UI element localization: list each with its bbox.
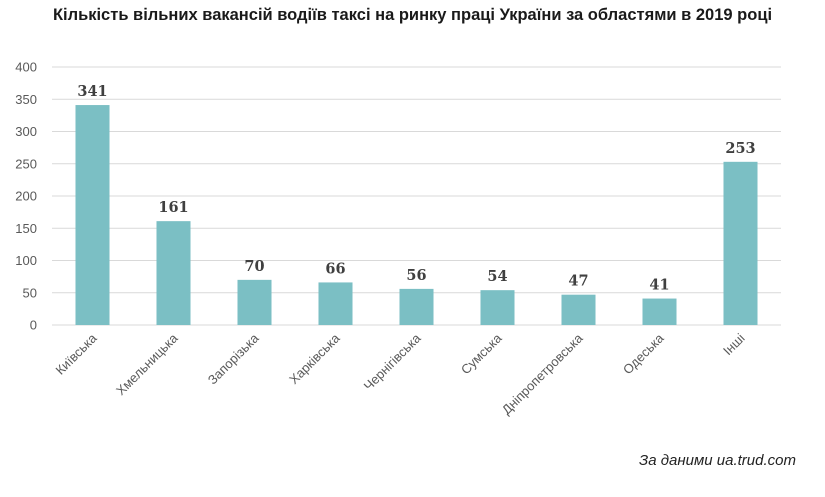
data-label: 41: [649, 277, 669, 294]
category-label: Чернігівська: [361, 330, 425, 394]
bars: [75, 105, 758, 326]
bar: [642, 298, 677, 325]
data-label: 66: [325, 260, 345, 277]
category-label: Інші: [720, 330, 748, 358]
chart-title: Кількість вільних вакансій водіїв таксі …: [52, 6, 773, 24]
y-tick-label: 250: [15, 156, 37, 171]
y-tick-label: 350: [15, 92, 37, 107]
category-label: Хмельницька: [113, 330, 181, 398]
y-tick-label: 150: [15, 221, 37, 236]
data-labels: 341 161 70 66 56 54 47 41 253: [77, 83, 755, 294]
category-label: Запорізька: [205, 330, 262, 387]
bar: [723, 161, 758, 325]
y-tick-label: 400: [15, 60, 37, 75]
y-tick-label: 50: [23, 285, 37, 300]
data-label: 161: [158, 199, 188, 216]
category-label: Одеська: [620, 330, 667, 377]
data-label: 253: [725, 140, 755, 157]
y-tick-label: 200: [15, 189, 37, 204]
bar: [318, 282, 353, 325]
y-tick-label: 0: [30, 318, 37, 333]
data-label: 54: [487, 268, 507, 285]
data-label: 56: [406, 267, 426, 284]
bar: [561, 294, 596, 325]
data-label: 47: [568, 273, 588, 290]
category-label: Харківська: [286, 330, 343, 387]
source-note: За даними ua.trud.com: [639, 452, 796, 469]
bar: [237, 279, 272, 325]
data-label: 70: [244, 258, 264, 275]
category-label: Київська: [52, 330, 100, 378]
category-label: Сумська: [458, 330, 505, 377]
bar: [156, 221, 191, 325]
y-axis-ticks: 0 50 100 150 200 250 300 350 400: [15, 60, 37, 333]
bar: [75, 105, 110, 326]
x-axis-categories: Київська Хмельницька Запорізька Харківська Ч…: [52, 330, 747, 417]
bar: [480, 290, 515, 325]
y-tick-label: 300: [15, 124, 37, 139]
bar: [399, 288, 434, 325]
data-label: 341: [77, 83, 107, 100]
category-label: Дніпропетровська: [499, 330, 586, 417]
y-tick-label: 100: [15, 253, 37, 268]
